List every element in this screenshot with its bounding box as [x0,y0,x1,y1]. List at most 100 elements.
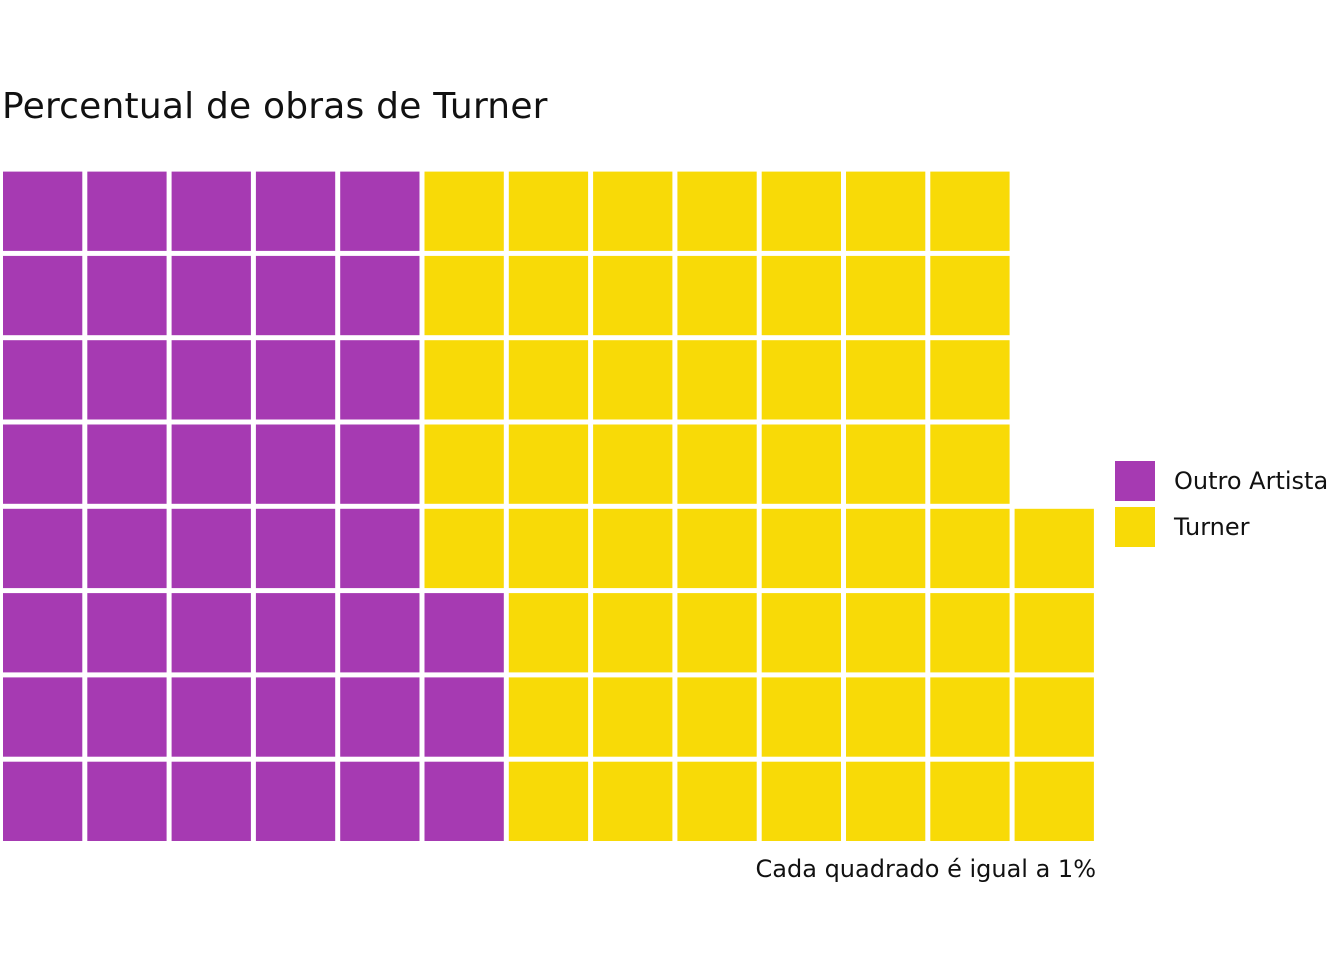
waffle-square-outro-artista [171,424,251,504]
waffle-square-turner [593,761,673,841]
waffle-square-outro-artista [3,508,83,589]
waffle-square-turner [424,340,504,420]
waffle-square-turner [508,171,589,251]
waffle-square-outro-artista [255,593,336,673]
waffle-square-outro-artista [340,255,420,336]
waffle-square-turner [593,424,673,504]
waffle-square-outro-artista [340,424,420,504]
waffle-square-turner [593,508,673,589]
waffle-square-turner [846,340,926,420]
waffle-square-turner [846,508,926,589]
waffle-square-outro-artista [171,340,251,420]
waffle-square-turner [761,508,841,589]
waffle-square-turner [677,593,757,673]
legend-item-outro-artista: Outro Artista [1115,461,1328,501]
waffle-square-outro-artista [87,508,167,589]
waffle-square-outro-artista [171,761,251,841]
waffle-square-turner [677,171,757,251]
waffle-square-turner [930,508,1010,589]
waffle-square-turner [424,508,504,589]
waffle-square-turner [508,593,589,673]
waffle-square-outro-artista [255,340,336,420]
waffle-square-outro-artista [171,508,251,589]
waffle-square-turner [508,424,589,504]
waffle-square-turner [930,677,1010,757]
waffle-square-outro-artista [3,340,83,420]
waffle-square-turner [846,761,926,841]
waffle-square-turner [424,255,504,336]
waffle-square-turner [930,340,1010,420]
waffle-square-outro-artista [3,255,83,336]
legend-item-turner: Turner [1115,507,1328,547]
waffle-square-turner [677,340,757,420]
waffle-square-turner [508,255,589,336]
waffle-square-turner [846,593,926,673]
waffle-square-turner [761,761,841,841]
waffle-square-turner [593,593,673,673]
chart-caption: Cada quadrado é igual a 1% [755,855,1096,883]
legend: Outro Artista Turner [1115,461,1328,553]
waffle-square-turner [846,255,926,336]
waffle-square-outro-artista [255,255,336,336]
waffle-square-outro-artista [171,171,251,251]
waffle-square-outro-artista [171,677,251,757]
waffle-square-turner [593,255,673,336]
waffle-square-outro-artista [87,340,167,420]
waffle-square-turner [1014,677,1094,757]
waffle-square-outro-artista [340,508,420,589]
waffle-square-turner [761,340,841,420]
waffle-square-outro-artista [3,171,83,251]
waffle-square-outro-artista [255,424,336,504]
waffle-square-turner [761,171,841,251]
waffle-square-outro-artista [3,761,83,841]
waffle-square-outro-artista [87,677,167,757]
waffle-square-outro-artista [87,424,167,504]
waffle-square-outro-artista [87,593,167,673]
waffle-square-turner [930,593,1010,673]
waffle-square-turner [761,255,841,336]
waffle-square-turner [677,508,757,589]
waffle-square-turner [677,761,757,841]
waffle-square-outro-artista [424,761,504,841]
waffle-square-turner [930,761,1010,841]
waffle-square-turner [930,424,1010,504]
waffle-square-turner [424,171,504,251]
waffle-square-turner [761,424,841,504]
waffle-square-outro-artista [340,340,420,420]
waffle-square-turner [508,677,589,757]
waffle-square-outro-artista [340,761,420,841]
waffle-square-outro-artista [3,593,83,673]
waffle-square-outro-artista [255,677,336,757]
waffle-square-outro-artista [340,677,420,757]
waffle-square-turner [1014,508,1094,589]
waffle-square-outro-artista [340,171,420,251]
waffle-square-turner [593,677,673,757]
waffle-square-turner [930,255,1010,336]
waffle-square-outro-artista [340,593,420,673]
legend-swatch-turner [1115,507,1155,547]
waffle-square-outro-artista [255,171,336,251]
waffle-square-turner [846,677,926,757]
waffle-square-outro-artista [87,255,167,336]
legend-label-outro-artista: Outro Artista [1174,467,1329,495]
waffle-square-outro-artista [3,424,83,504]
waffle-square-turner [761,593,841,673]
waffle-square-turner [424,424,504,504]
waffle-square-outro-artista [255,508,336,589]
waffle-square-outro-artista [424,593,504,673]
waffle-square-turner [593,171,673,251]
waffle-square-outro-artista [255,761,336,841]
waffle-square-turner [1014,593,1094,673]
waffle-square-outro-artista [87,761,167,841]
waffle-square-turner [677,677,757,757]
waffle-square-turner [677,255,757,336]
waffle-square-outro-artista [3,677,83,757]
waffle-square-turner [930,171,1010,251]
waffle-square-outro-artista [171,593,251,673]
waffle-square-turner [508,761,589,841]
legend-swatch-outro-artista [1115,461,1155,501]
waffle-square-turner [846,424,926,504]
legend-label-turner: Turner [1174,513,1250,541]
waffle-square-turner [593,340,673,420]
